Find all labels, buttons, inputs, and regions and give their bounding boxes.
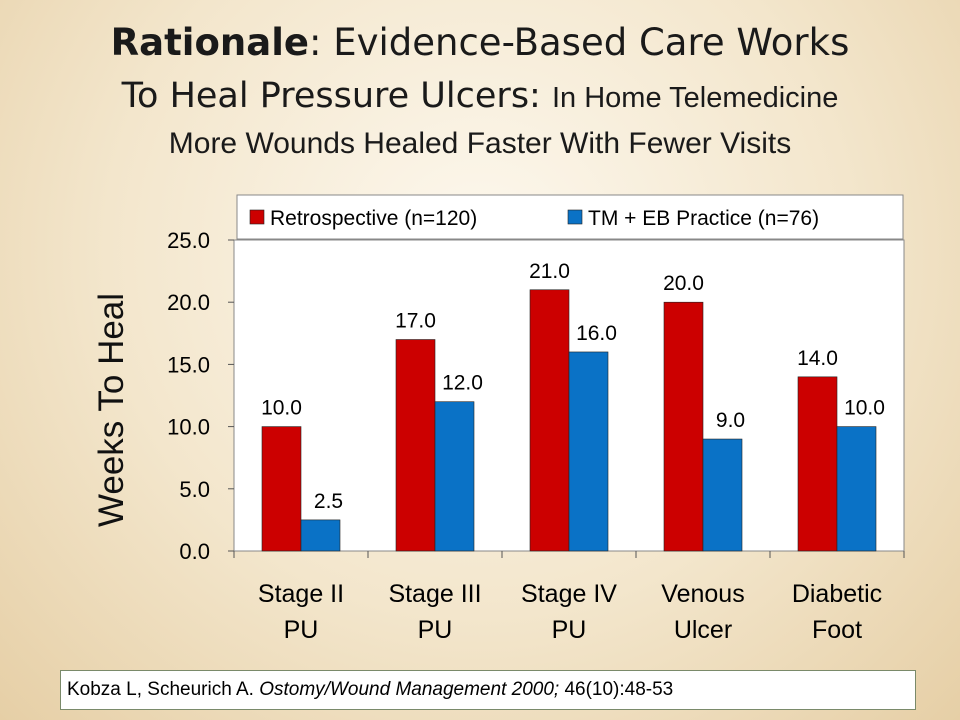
data-label: 2.5 xyxy=(314,490,343,513)
data-label: 9.0 xyxy=(716,409,745,432)
data-label: 12.0 xyxy=(442,372,483,395)
subtitle-main: To Heal Pressure Ulcers: xyxy=(121,76,541,116)
bar xyxy=(529,289,570,552)
slide-subtitle: To Heal Pressure Ulcers: In Home Telemed… xyxy=(0,72,960,122)
y-tick-label: 5.0 xyxy=(179,477,210,502)
y-tick-label: 25.0 xyxy=(167,228,210,253)
data-label: 14.0 xyxy=(797,347,838,370)
bar xyxy=(702,438,743,552)
bar xyxy=(261,426,302,552)
data-label: 17.0 xyxy=(395,310,436,333)
bar xyxy=(663,301,704,552)
bar xyxy=(434,401,475,552)
x-category-label: Venous xyxy=(661,580,744,608)
y-tick-label: 20.0 xyxy=(167,290,210,315)
slide-title-block: Rationale: Evidence-Based Care Works To … xyxy=(0,18,960,164)
x-category-label: PU xyxy=(418,616,453,644)
data-label: 10.0 xyxy=(261,397,302,420)
y-tick-label: 10.0 xyxy=(167,415,210,440)
citation-journal: Ostomy/Wound Management 2000; xyxy=(259,679,560,700)
x-category-label: Diabetic xyxy=(792,580,882,608)
citation-authors: Kobza L, Scheurich A. xyxy=(67,679,260,700)
subtitle-small: In Home Telemedicine xyxy=(551,82,839,114)
y-tick-label: 0.0 xyxy=(179,539,210,564)
legend-swatch xyxy=(567,209,583,225)
citation-ref: 46(10):48-53 xyxy=(559,679,674,700)
title-bold: Rationale xyxy=(110,21,309,64)
y-axis-label: Weeks To Heal xyxy=(92,293,131,527)
data-label: 16.0 xyxy=(576,322,617,345)
bar xyxy=(300,519,341,552)
bar xyxy=(568,351,609,552)
legend-swatch xyxy=(249,209,265,225)
x-category-label: Foot xyxy=(812,616,862,644)
data-label: 21.0 xyxy=(529,260,570,283)
legend-label: TM + EB Practice (n=76) xyxy=(588,207,819,230)
slide-subtitle-line3: More Wounds Healed Faster With Fewer Vis… xyxy=(168,127,792,160)
y-tick-label: 15.0 xyxy=(167,352,210,377)
x-category-label: PU xyxy=(284,616,319,644)
x-category-label: Stage III xyxy=(388,580,481,608)
bar xyxy=(797,376,838,552)
data-label: 20.0 xyxy=(663,272,704,295)
bar xyxy=(395,339,436,552)
title-rest: : Evidence-Based Care Works xyxy=(308,21,850,64)
legend-label: Retrospective (n=120) xyxy=(270,207,477,230)
x-category-label: Stage IV xyxy=(521,580,617,608)
citation-box: Kobza L, Scheurich A. Ostomy/Wound Manag… xyxy=(60,670,916,710)
slide-title: Rationale: Evidence-Based Care Works xyxy=(0,18,960,68)
x-category-label: PU xyxy=(552,616,587,644)
x-category-label: Ulcer xyxy=(674,616,732,644)
x-category-label: Stage II xyxy=(258,580,344,608)
bar xyxy=(836,426,877,552)
data-label: 10.0 xyxy=(844,397,885,420)
